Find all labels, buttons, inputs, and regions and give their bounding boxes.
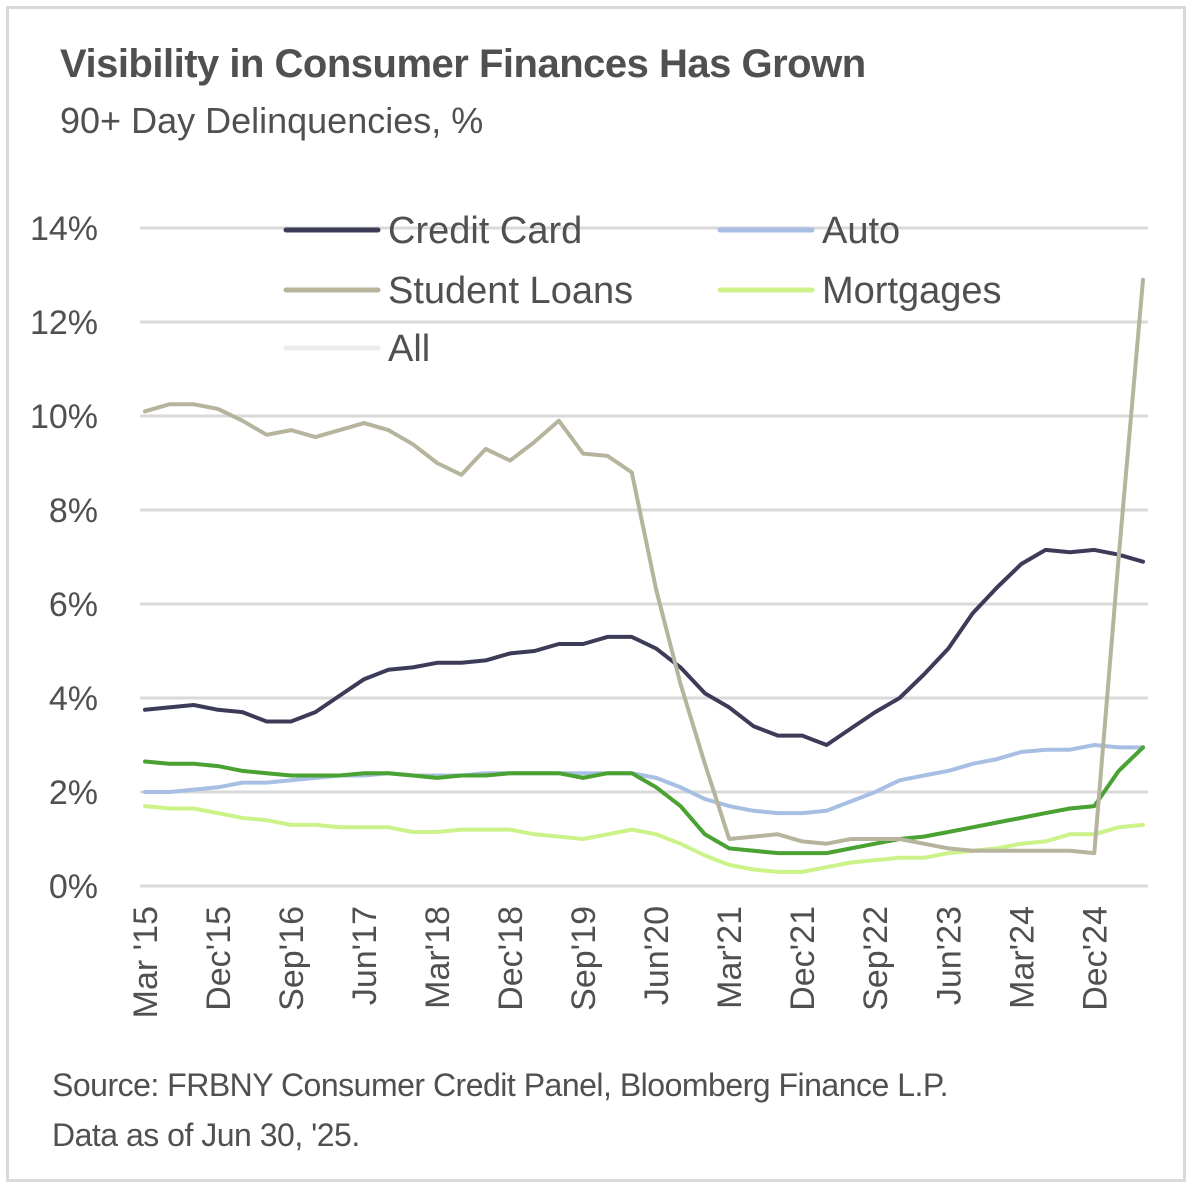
series-lines — [143, 277, 1145, 874]
x-tick-label: Sep'16 — [273, 906, 311, 1011]
x-axis: Mar '15 Dec'15 Sep'16 Jun'17 Mar'18 Dec'18 Sep… — [127, 906, 1114, 1018]
series-line-all — [143, 745, 1145, 856]
x-tick-label: Dec'18 — [492, 906, 530, 1011]
x-tick-label: Mar '15 — [127, 906, 165, 1018]
y-tick-label: 12% — [30, 304, 98, 342]
legend-label: Credit Card — [388, 210, 582, 252]
x-tick-label: Mar'24 — [1003, 906, 1041, 1009]
chart-title: Visibility in Consumer Finances Has Grow… — [60, 42, 866, 86]
gridlines — [140, 226, 1148, 888]
legend-label: Mortgages — [822, 270, 1002, 312]
source-line: Source: FRBNY Consumer Credit Panel, Blo… — [52, 1067, 948, 1103]
x-tick-label: Dec'15 — [200, 906, 238, 1011]
data-date-line: Data as of Jun 30, '25. — [52, 1117, 360, 1153]
y-tick-label: 6% — [49, 586, 98, 624]
legend-label: All — [388, 328, 430, 370]
x-tick-label: Jun'17 — [346, 906, 384, 1005]
series-line-all-overlay — [143, 745, 1145, 856]
x-tick-label: Sep'19 — [565, 906, 603, 1011]
y-tick-label: 8% — [49, 492, 98, 530]
series-line-student-loans — [143, 277, 1145, 856]
x-tick-label: Mar'18 — [419, 906, 457, 1009]
x-tick-label: Jun'23 — [930, 906, 968, 1005]
y-tick-label: 2% — [49, 774, 98, 812]
y-tick-label: 4% — [49, 680, 98, 718]
series-line-auto — [143, 743, 1145, 816]
x-tick-label: Mar'21 — [711, 906, 749, 1009]
legend-label: Auto — [822, 210, 900, 252]
x-tick-label: Dec'24 — [1076, 906, 1114, 1011]
y-tick-label: 0% — [49, 868, 98, 906]
chart-subtitle: 90+ Day Delinquencies, % — [60, 100, 484, 141]
x-tick-label: Dec'21 — [784, 906, 822, 1011]
y-axis: 0% 2% 4% 6% 8% 10% 12% 14% — [30, 210, 98, 906]
series-line-credit-card — [143, 547, 1145, 747]
legend: Credit Card Auto Student Loans Mortgages All — [283, 210, 1002, 370]
y-tick-label: 14% — [30, 210, 98, 248]
series-line-mortgages — [143, 804, 1145, 874]
x-tick-label: Jun'20 — [638, 906, 676, 1005]
chart-frame — [6, 6, 1186, 1182]
x-tick-label: Sep'22 — [857, 906, 895, 1011]
y-tick-label: 10% — [30, 398, 98, 436]
source-note: Source: FRBNY Consumer Credit Panel, Blo… — [52, 1060, 948, 1160]
legend-label: Student Loans — [388, 270, 633, 312]
